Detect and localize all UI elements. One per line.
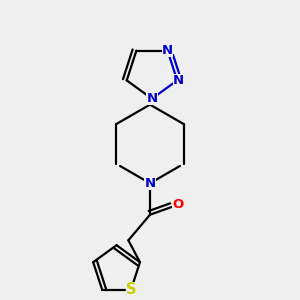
Text: S: S xyxy=(126,282,136,297)
Text: N: N xyxy=(146,92,158,105)
Text: N: N xyxy=(144,177,156,190)
Text: O: O xyxy=(172,198,183,212)
Text: N: N xyxy=(162,44,173,57)
Text: N: N xyxy=(172,74,184,87)
